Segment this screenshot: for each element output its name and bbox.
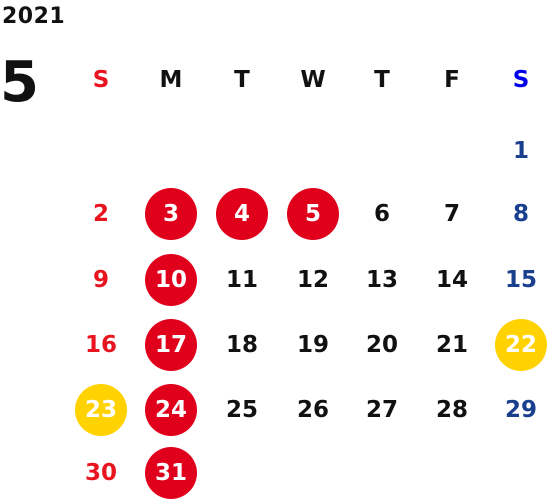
day-cell-13[interactable]: 13 (365, 267, 398, 293)
day-cell-10[interactable]: 10 (145, 254, 197, 306)
day-cell-3[interactable]: 3 (145, 188, 197, 240)
day-cell-6[interactable]: 6 (373, 201, 390, 227)
day-cell-18[interactable]: 18 (225, 332, 258, 358)
weekday-header-4: T (374, 67, 390, 93)
weekday-header-5: F (444, 67, 460, 93)
day-cell-19[interactable]: 19 (296, 332, 329, 358)
day-cell-27[interactable]: 27 (365, 397, 398, 423)
day-cell-5[interactable]: 5 (287, 188, 339, 240)
day-cell-1[interactable]: 1 (512, 138, 529, 164)
day-cell-17[interactable]: 17 (145, 319, 197, 371)
month-number: 5 (0, 50, 39, 115)
day-cell-12[interactable]: 12 (296, 267, 329, 293)
year-label: 2021 (2, 4, 66, 29)
day-cell-11[interactable]: 11 (225, 267, 258, 293)
weekday-header-0: S (92, 67, 110, 93)
day-cell-2[interactable]: 2 (92, 201, 109, 227)
day-cell-23[interactable]: 23 (75, 384, 127, 436)
day-cell-30[interactable]: 30 (84, 460, 117, 486)
day-cell-9[interactable]: 9 (92, 267, 109, 293)
day-cell-4[interactable]: 4 (216, 188, 268, 240)
day-cell-16[interactable]: 16 (84, 332, 117, 358)
day-cell-8[interactable]: 8 (512, 201, 529, 227)
day-cell-31[interactable]: 31 (145, 447, 197, 499)
day-cell-20[interactable]: 20 (365, 332, 398, 358)
day-cell-22[interactable]: 22 (495, 319, 547, 371)
weekday-header-2: T (234, 67, 250, 93)
day-cell-24[interactable]: 24 (145, 384, 197, 436)
day-cell-28[interactable]: 28 (435, 397, 468, 423)
day-cell-7[interactable]: 7 (443, 201, 460, 227)
day-cell-21[interactable]: 21 (435, 332, 468, 358)
day-cell-25[interactable]: 25 (225, 397, 258, 423)
weekday-header-3: W (300, 67, 326, 93)
day-cell-14[interactable]: 14 (435, 267, 468, 293)
day-cell-26[interactable]: 26 (296, 397, 329, 423)
weekday-header-1: M (159, 67, 183, 93)
weekday-header-6: S (512, 67, 530, 93)
day-cell-15[interactable]: 15 (504, 267, 537, 293)
day-cell-29[interactable]: 29 (504, 397, 537, 423)
